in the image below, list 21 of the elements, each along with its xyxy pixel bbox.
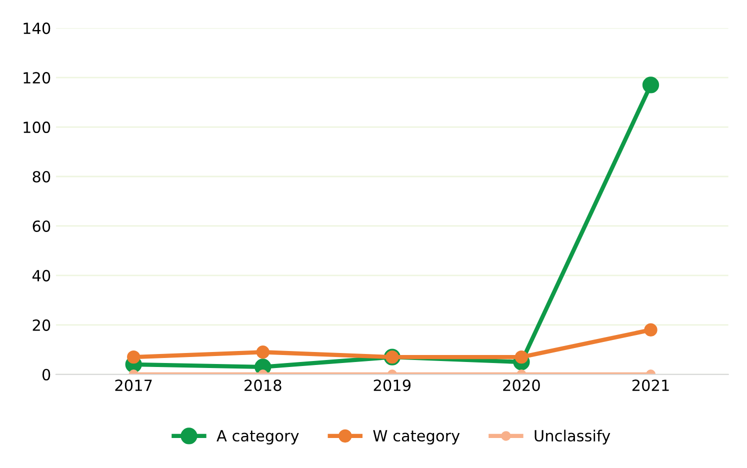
point <box>642 76 660 94</box>
x-tick-label: 2019 <box>374 380 411 392</box>
legend-label: W category <box>373 430 460 444</box>
point <box>514 350 528 364</box>
point <box>644 323 658 336</box>
x-tick-label: 2020 <box>503 380 540 392</box>
y-tick-label: 60 <box>32 220 50 232</box>
legend-label: A category <box>216 430 299 444</box>
y-tick-label: 0 <box>42 368 50 380</box>
y-tick-label: 80 <box>32 170 50 183</box>
point <box>256 346 270 359</box>
x-tick-label: 2017 <box>115 380 152 392</box>
x-tick-label: 2018 <box>244 380 282 392</box>
y-tick-label: 40 <box>32 270 50 282</box>
legend-label: Unclassify <box>534 430 610 444</box>
y-tick-label: 120 <box>24 72 50 84</box>
y-tick-label: 140 <box>24 22 50 34</box>
point <box>127 350 140 364</box>
x-tick-label: 2021 <box>632 380 669 392</box>
y-tick-label: 100 <box>24 121 50 134</box>
y-tick-label: 20 <box>32 319 50 331</box>
